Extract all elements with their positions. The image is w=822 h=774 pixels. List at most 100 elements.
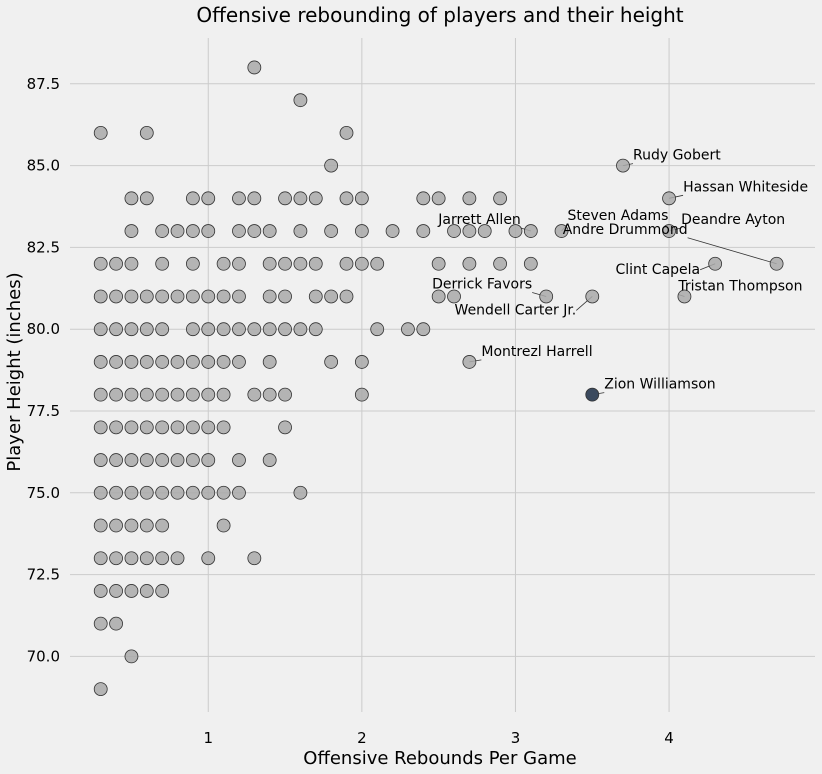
data-point — [247, 224, 262, 238]
data-point — [354, 224, 369, 238]
data-point — [109, 256, 123, 271]
data-point — [124, 387, 139, 402]
annotated-point — [539, 289, 554, 304]
data-point — [124, 485, 139, 500]
data-point — [185, 289, 200, 304]
data-point — [155, 584, 170, 598]
data-point — [170, 551, 185, 566]
data-point — [185, 224, 200, 238]
data-point — [109, 616, 123, 631]
annotated-point — [462, 355, 477, 369]
data-point — [523, 256, 538, 271]
data-point — [232, 322, 246, 337]
data-point — [93, 289, 108, 304]
data-point — [93, 584, 108, 598]
data-point — [232, 224, 246, 238]
data-point — [278, 387, 292, 402]
data-point — [139, 289, 154, 304]
data-point — [124, 518, 139, 533]
x-axis-ticks: 1 2 3 4 — [203, 729, 673, 747]
data-point — [278, 256, 292, 271]
data-point — [139, 125, 154, 140]
data-point — [278, 420, 292, 435]
data-point — [185, 387, 200, 402]
annotated-point — [769, 256, 784, 271]
annotation-label: Jarrett Allen — [437, 212, 521, 228]
data-point — [201, 191, 216, 206]
data-point — [262, 224, 277, 238]
data-point — [293, 93, 308, 108]
data-point — [170, 289, 185, 304]
data-point — [93, 485, 108, 500]
data-point — [139, 355, 154, 369]
data-point — [109, 355, 123, 369]
data-point — [339, 125, 354, 140]
data-point — [247, 60, 262, 75]
data-point — [293, 485, 308, 500]
data-point — [354, 355, 369, 369]
annotations: Rudy Gobert Hassan Whiteside Deandre Ayton… — [432, 148, 808, 402]
data-point — [201, 289, 216, 304]
data-point — [93, 616, 108, 631]
data-point — [278, 322, 292, 337]
data-point — [354, 256, 369, 271]
data-point — [262, 355, 277, 369]
data-point — [124, 551, 139, 566]
annotation-label: Clint Capela — [615, 262, 700, 278]
data-point — [124, 224, 139, 238]
data-point — [216, 289, 231, 304]
data-point — [201, 485, 216, 500]
data-point — [170, 224, 185, 238]
data-point — [216, 322, 231, 337]
data-point — [278, 289, 292, 304]
data-point — [109, 485, 123, 500]
data-point — [93, 256, 108, 271]
data-point — [232, 453, 246, 467]
data-point — [370, 256, 385, 271]
data-point — [462, 191, 477, 206]
annotation-label: Wendell Carter Jr. — [455, 302, 577, 318]
x-tick-label: 4 — [664, 729, 674, 747]
data-point — [324, 158, 339, 173]
data-point — [93, 125, 108, 140]
data-point — [124, 322, 139, 337]
annotation-label: Rudy Gobert — [633, 148, 721, 164]
annotation-label: Steven Adams — [568, 208, 669, 224]
data-point — [216, 387, 231, 402]
data-point — [185, 453, 200, 467]
y-axis-label: Player Height (inches) — [4, 272, 25, 471]
y-tick-label: 72.5 — [27, 566, 60, 584]
data-point — [201, 387, 216, 402]
data-point — [124, 191, 139, 206]
data-point — [462, 224, 477, 238]
data-point — [431, 191, 446, 206]
data-point — [354, 387, 369, 402]
data-point — [124, 420, 139, 435]
data-point — [247, 387, 262, 402]
y-tick-label: 87.5 — [27, 75, 60, 93]
data-point — [155, 289, 170, 304]
annotation-label: Zion Williamson — [604, 377, 715, 393]
data-point — [124, 289, 139, 304]
data-point — [170, 420, 185, 435]
data-point — [93, 322, 108, 337]
data-point — [216, 420, 231, 435]
x-axis-label: Offensive Rebounds Per Game — [303, 748, 576, 769]
data-point — [293, 256, 308, 271]
data-point — [170, 485, 185, 500]
data-point — [431, 289, 446, 304]
data-point — [201, 551, 216, 566]
data-point — [170, 387, 185, 402]
data-point — [124, 453, 139, 467]
data-point — [493, 191, 508, 206]
data-point — [370, 322, 385, 337]
data-point — [155, 387, 170, 402]
annotated-point — [585, 289, 600, 304]
y-tick-label: 80.0 — [27, 320, 60, 338]
data-point — [262, 453, 277, 467]
data-point — [293, 224, 308, 238]
data-point — [155, 518, 170, 533]
data-point — [247, 191, 262, 206]
data-point — [109, 420, 123, 435]
